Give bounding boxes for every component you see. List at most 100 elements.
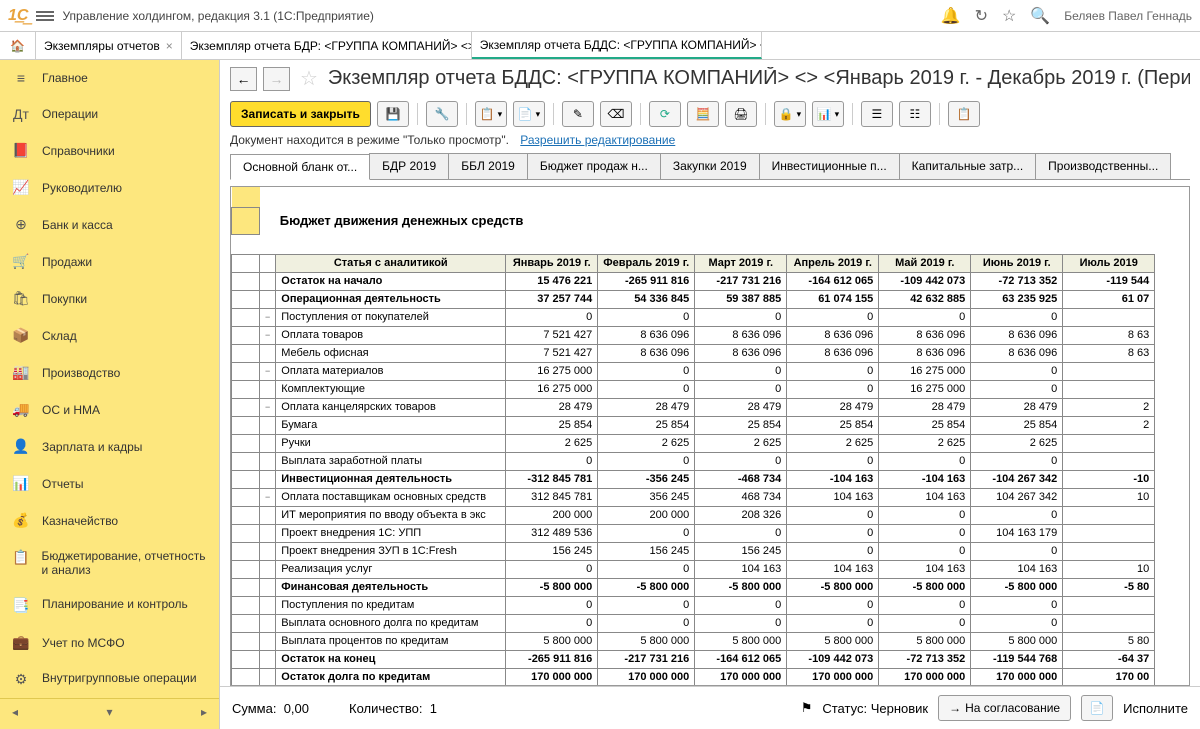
- save-button[interactable]: 💾: [377, 101, 409, 127]
- save-close-button[interactable]: Записать и закрыть: [230, 101, 371, 127]
- nav-label: Производство: [42, 366, 120, 380]
- inner-tab[interactable]: Закупки 2019: [660, 153, 760, 179]
- inner-tab[interactable]: Инвестиционные п...: [759, 153, 900, 179]
- readonly-notice: Документ находится в режиме "Только прос…: [230, 133, 509, 147]
- tool-list2[interactable]: ☷: [899, 101, 931, 127]
- nav-item[interactable]: ≡ Главное: [0, 60, 219, 96]
- tool-lock[interactable]: 🔒: [774, 101, 806, 127]
- nav-item[interactable]: 📈Руководителю: [0, 169, 219, 206]
- document-title: Экземпляр отчета БДДС: <ГРУППА КОМПАНИЙ>…: [328, 67, 1190, 90]
- title-bar: 1͟C͟ Управление холдингом, редакция 3.1 …: [0, 0, 1200, 32]
- tool-chart[interactable]: 📊: [812, 101, 844, 127]
- nav-label: Продажи: [42, 255, 92, 269]
- nav-icon: 👤: [12, 438, 30, 455]
- bell-icon[interactable]: 🔔: [941, 6, 961, 26]
- tool-erase[interactable]: ⌫: [600, 101, 632, 127]
- nav-icon: 📦: [12, 327, 30, 344]
- tool-calc[interactable]: 🧮: [687, 101, 719, 127]
- nav-label: Руководителю: [42, 181, 122, 195]
- tool-edit[interactable]: ✎: [562, 101, 594, 127]
- sum-label: Сумма:: [232, 701, 276, 716]
- nav-icon: 🏭: [12, 364, 30, 381]
- sidebar: ≡ Главное ДтОперации📕Справочники📈Руководит…: [0, 60, 220, 729]
- nav-item[interactable]: 🏭 Производство: [0, 354, 219, 391]
- document-tab[interactable]: Экземпляры отчетов×: [36, 32, 182, 59]
- sidebar-collapse-right[interactable]: ▸: [201, 705, 207, 719]
- inner-tab[interactable]: БДР 2019: [369, 153, 449, 179]
- nav-icon: 📊: [12, 475, 30, 492]
- nav-item[interactable]: 🚚 ОС и НМА: [0, 391, 219, 428]
- tool-list1[interactable]: ☰: [861, 101, 893, 127]
- status-label: Статус:: [822, 701, 867, 716]
- tool-sheet[interactable]: 📄: [513, 101, 545, 127]
- close-icon[interactable]: ×: [166, 39, 173, 53]
- nav-icon: ≡: [12, 70, 30, 86]
- nav-label: Отчеты: [42, 477, 83, 491]
- tool-refresh[interactable]: ⟳: [649, 101, 681, 127]
- tool-wrench[interactable]: 🔧: [426, 101, 458, 127]
- nav-item[interactable]: ДтОперации: [0, 96, 219, 132]
- nav-label: Зарплата и кадры: [42, 440, 142, 454]
- nav-item[interactable]: 💰Казначейство: [0, 502, 219, 539]
- nav-item[interactable]: ⚙Внутригрупповые операции: [0, 661, 219, 698]
- toolbar: Записать и закрыть 💾 🔧 📋 📄 ✎ ⌫ ⟳ 🧮 🖨 🔒 📊…: [220, 97, 1200, 131]
- sidebar-collapse-left[interactable]: ◂: [12, 705, 18, 719]
- hamburger-icon[interactable]: [36, 9, 54, 23]
- spreadsheet[interactable]: Бюджет движения денежных средствСтатья с…: [230, 186, 1190, 686]
- nav-back-button[interactable]: ←: [230, 67, 257, 91]
- nav-icon: 📕: [12, 142, 30, 159]
- nav-label: Покупки: [42, 292, 87, 306]
- inner-tab[interactable]: Основной бланк от...: [230, 154, 370, 180]
- nav-item[interactable]: 📦 Склад: [0, 317, 219, 354]
- nav-item[interactable]: 🛍 Покупки: [0, 280, 219, 317]
- inner-tab[interactable]: Производственны...: [1035, 153, 1171, 179]
- nav-icon: 🛒: [12, 253, 30, 270]
- count-label: Количество:: [349, 701, 422, 716]
- nav-item[interactable]: ⊕Банк и касса: [0, 206, 219, 243]
- nav-icon: 📑: [12, 597, 30, 614]
- nav-label: Главное: [42, 71, 88, 85]
- nav-icon: Дт: [12, 106, 30, 122]
- inner-tab[interactable]: ББЛ 2019: [448, 153, 528, 179]
- document-tab[interactable]: Экземпляр отчета БДР: <ГРУППА КОМПАНИЙ> …: [182, 32, 472, 59]
- nav-item[interactable]: 👤 Зарплата и кадры: [0, 428, 219, 465]
- inner-tab[interactable]: Бюджет продаж н...: [527, 153, 661, 179]
- nav-item[interactable]: 🛒 Продажи: [0, 243, 219, 280]
- nav-forward-button[interactable]: →: [263, 67, 290, 91]
- nav-label: Склад: [42, 329, 77, 343]
- logo-1c: 1͟C͟: [8, 7, 28, 25]
- executor-icon[interactable]: 📄: [1081, 695, 1113, 721]
- nav-label: ОС и НМА: [42, 403, 100, 417]
- nav-icon: ⊕: [12, 216, 30, 233]
- tool-print[interactable]: 🖨: [725, 101, 757, 127]
- home-tab[interactable]: 🏠: [0, 32, 36, 59]
- nav-label: Бюджетирование, отчетность и анализ: [41, 549, 207, 577]
- sum-value: 0,00: [284, 701, 309, 716]
- nav-item[interactable]: 💼Учет по МСФО: [0, 624, 219, 661]
- favorite-star-icon[interactable]: ☆: [300, 66, 318, 91]
- nav-item[interactable]: 📊 Отчеты: [0, 465, 219, 502]
- document-tab[interactable]: Экземпляр отчета БДДС: <ГРУППА КОМПАНИЙ>…: [472, 32, 762, 59]
- tool-clipboard[interactable]: 📋: [948, 101, 980, 127]
- enable-edit-link[interactable]: Разрешить редактирование: [520, 133, 675, 147]
- search-icon[interactable]: 🔍: [1030, 6, 1050, 26]
- inner-tab[interactable]: Капитальные затр...: [899, 153, 1037, 179]
- nav-label: Учет по МСФО: [42, 636, 125, 650]
- nav-icon: 🛍: [12, 290, 30, 307]
- star-icon[interactable]: ☆: [1002, 6, 1016, 26]
- app-title: Управление холдингом, редакция 3.1 (1С:П…: [62, 9, 940, 23]
- executor-label: Исполните: [1123, 701, 1188, 716]
- document-tabs: 🏠 Экземпляры отчетов×Экземпляр отчета БД…: [0, 32, 1200, 60]
- user-name[interactable]: Беляев Павел Геннадь: [1064, 9, 1192, 23]
- nav-item[interactable]: 📋Бюджетирование, отчетность и анализ: [0, 539, 219, 587]
- nav-icon: 🚚: [12, 401, 30, 418]
- history-icon[interactable]: ↻: [975, 6, 988, 26]
- tool-copy[interactable]: 📋: [475, 101, 507, 127]
- approve-button[interactable]: →На согласование: [938, 695, 1071, 721]
- inner-tabs: Основной бланк от...БДР 2019ББЛ 2019Бюдж…: [230, 153, 1190, 180]
- sidebar-down[interactable]: ▾: [106, 705, 112, 719]
- nav-item[interactable]: 📑Планирование и контроль: [0, 587, 219, 624]
- flag-icon[interactable]: ⚑: [801, 700, 813, 716]
- nav-icon: 💰: [12, 512, 30, 529]
- nav-item[interactable]: 📕Справочники: [0, 132, 219, 169]
